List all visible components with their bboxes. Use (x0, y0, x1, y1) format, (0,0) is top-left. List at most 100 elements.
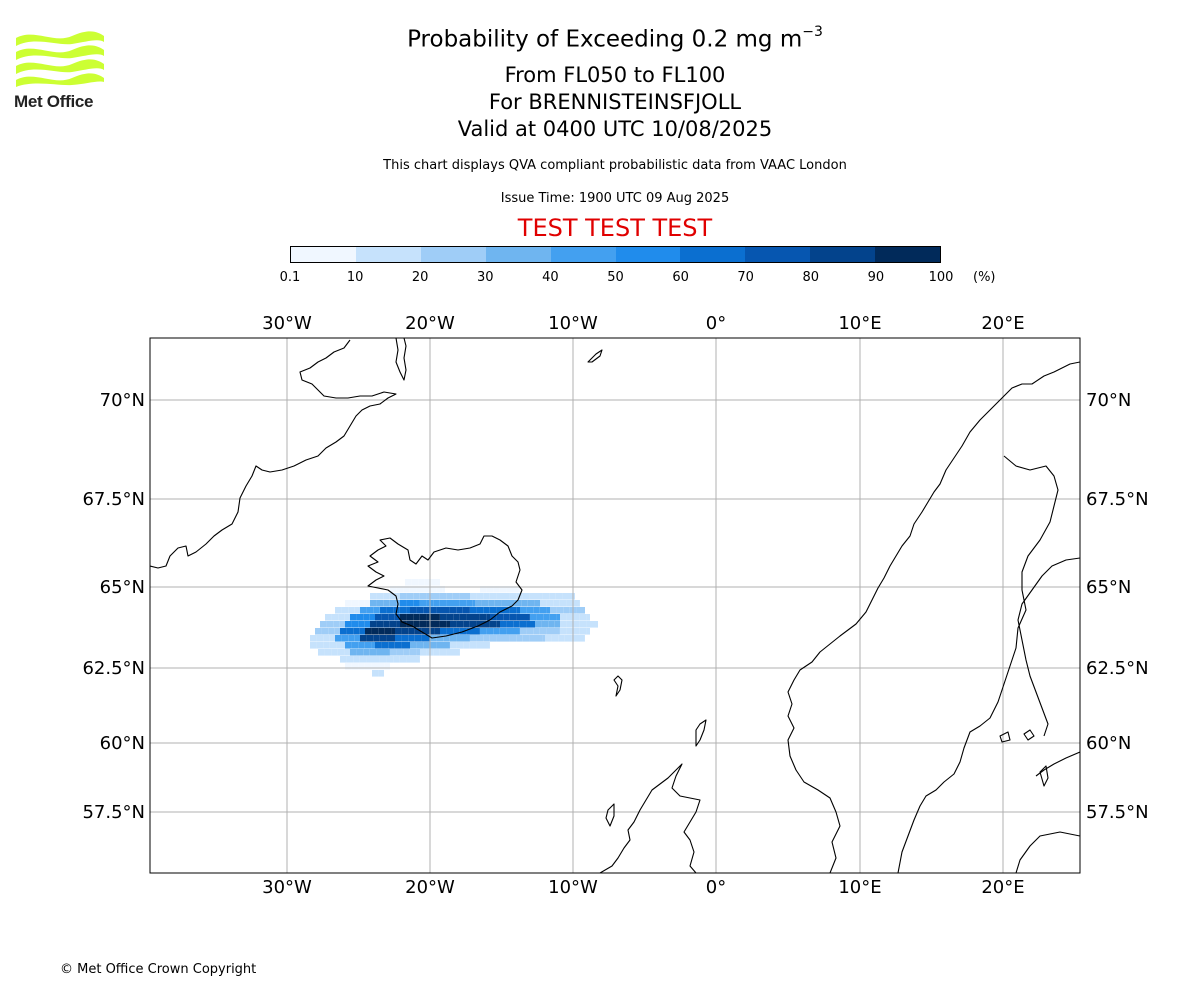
colorbar-segment (875, 247, 941, 262)
ash-cell (395, 628, 402, 635)
ash-cell (486, 586, 494, 593)
ash-cell (573, 614, 580, 621)
ash-cell (453, 628, 460, 635)
ash-cell (513, 628, 520, 635)
ash-cell (453, 600, 460, 607)
ash-cell (506, 628, 513, 635)
ash-cell (433, 600, 440, 607)
ash-cell (394, 642, 402, 649)
ash-cell (526, 621, 533, 628)
ash-cell (376, 649, 383, 656)
ash-cell (439, 600, 447, 607)
ash-cell (375, 642, 382, 649)
ash-cell (331, 649, 338, 656)
lon-label-top: 20°E (981, 313, 1024, 334)
ash-cell (496, 607, 503, 614)
ash-cell (406, 621, 414, 628)
ash-cell (406, 600, 414, 607)
ash-cell (564, 635, 572, 642)
ash-cell (463, 635, 470, 642)
ash-cell (396, 593, 400, 600)
ash-cell (391, 628, 395, 635)
ash-cell (366, 635, 374, 642)
ash-cell (364, 642, 372, 649)
ash-cell (433, 593, 440, 600)
ash-cell (476, 593, 484, 600)
ash-cell (321, 628, 329, 635)
ash-cell (483, 642, 490, 649)
colorbar-segment (355, 247, 421, 262)
ash-cell (489, 635, 497, 642)
colorbar-tick: 80 (802, 270, 820, 285)
chart-title: Probability of Exceeding 0.2 mg m−3 (0, 24, 1200, 53)
ash-cell (399, 656, 407, 663)
ash-cell (413, 621, 420, 628)
ash-cell (419, 593, 427, 600)
ash-cell (456, 621, 464, 628)
ash-cell (383, 621, 390, 628)
ash-cell (318, 649, 325, 656)
ash-cell (410, 607, 417, 614)
ash-cell (360, 607, 367, 614)
ash-cell (376, 621, 384, 628)
ash-cell (486, 614, 490, 621)
ash-cell (543, 614, 550, 621)
ash-cell (329, 642, 337, 649)
ash-cell (419, 621, 427, 628)
ash-cell (489, 621, 497, 628)
ash-cell (433, 614, 440, 621)
ash-cell (446, 614, 454, 621)
ash-cell (530, 614, 537, 621)
ash-cell (496, 635, 503, 642)
ash-cell (334, 628, 340, 635)
ash-cell (513, 621, 520, 628)
ash-cell (389, 621, 397, 628)
coast-denmark (1015, 831, 1080, 873)
met-office-logo-text: Met Office (14, 92, 94, 111)
ash-cell (370, 621, 377, 628)
ash-cell (554, 621, 560, 628)
ash-cell (496, 614, 504, 621)
ash-cell (400, 600, 407, 607)
ash-cell (316, 642, 324, 649)
ash-cell (573, 600, 580, 607)
coast-islands-baltic (999, 729, 1035, 743)
ash-cell (470, 635, 477, 642)
ash-cell (315, 628, 322, 635)
ash-cell (443, 642, 450, 649)
ash-cell (555, 593, 563, 600)
ash-cell (494, 600, 502, 607)
ash-cell (480, 628, 487, 635)
colorbar-segment (615, 247, 681, 262)
lat-label-left: 57.5°N (82, 802, 145, 823)
map-frame (149, 337, 1081, 874)
ash-cell (428, 628, 435, 635)
ash-cell (542, 635, 545, 642)
ash-cell (446, 593, 453, 600)
ash-cell (424, 579, 432, 586)
ash-cell (434, 628, 440, 635)
ash-cell (573, 628, 580, 635)
ash-cell (409, 586, 417, 593)
ash-cell (546, 600, 554, 607)
ash-cell (396, 621, 400, 628)
ash-cell (433, 649, 440, 656)
ash-cell (413, 593, 420, 600)
ash-cell (409, 649, 417, 656)
ash-cell (386, 635, 393, 642)
ash-cell (520, 607, 527, 614)
ash-cell (493, 628, 500, 635)
ash-cell (509, 593, 517, 600)
lon-label-top: 30°W (262, 313, 312, 334)
ash-cell (442, 586, 445, 593)
lat-label-right: 60°N (1086, 733, 1131, 754)
ash-cell (416, 642, 424, 649)
test-banner: TEST TEST TEST (517, 214, 713, 242)
ash-cell (439, 649, 447, 656)
ash-cell (579, 614, 587, 621)
ash-cell (550, 607, 557, 614)
ash-cell (456, 635, 463, 642)
colorbar-tick: 10 (346, 270, 364, 285)
ash-cell (413, 656, 420, 663)
ash-cell (390, 649, 397, 656)
